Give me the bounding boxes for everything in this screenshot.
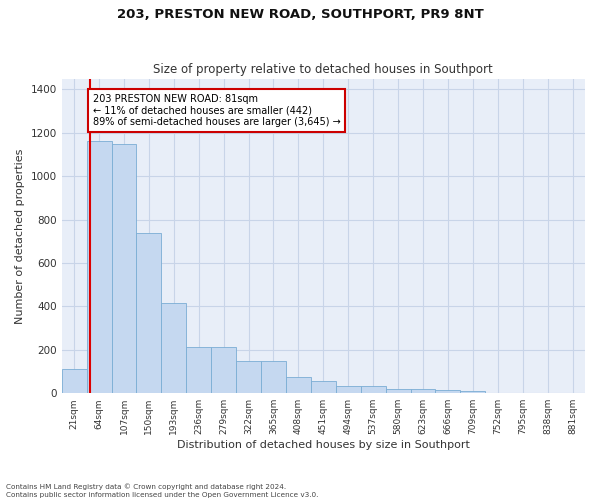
X-axis label: Distribution of detached houses by size in Southport: Distribution of detached houses by size … bbox=[177, 440, 470, 450]
Text: Contains HM Land Registry data © Crown copyright and database right 2024.
Contai: Contains HM Land Registry data © Crown c… bbox=[6, 484, 319, 498]
Bar bbox=[436, 390, 460, 393]
Bar bbox=[86, 141, 112, 393]
Bar bbox=[112, 144, 136, 393]
Bar bbox=[460, 391, 485, 393]
Bar bbox=[361, 386, 386, 393]
Bar bbox=[136, 234, 161, 393]
Bar bbox=[410, 389, 436, 393]
Bar bbox=[186, 346, 211, 393]
Title: Size of property relative to detached houses in Southport: Size of property relative to detached ho… bbox=[154, 63, 493, 76]
Bar bbox=[62, 368, 86, 393]
Bar bbox=[286, 377, 311, 393]
Bar bbox=[211, 346, 236, 393]
Bar bbox=[261, 360, 286, 393]
Bar bbox=[161, 303, 186, 393]
Text: 203, PRESTON NEW ROAD, SOUTHPORT, PR9 8NT: 203, PRESTON NEW ROAD, SOUTHPORT, PR9 8N… bbox=[116, 8, 484, 20]
Bar bbox=[311, 382, 336, 393]
Bar bbox=[236, 360, 261, 393]
Bar bbox=[336, 386, 361, 393]
Text: 203 PRESTON NEW ROAD: 81sqm
← 11% of detached houses are smaller (442)
89% of se: 203 PRESTON NEW ROAD: 81sqm ← 11% of det… bbox=[93, 94, 341, 127]
Bar bbox=[386, 389, 410, 393]
Y-axis label: Number of detached properties: Number of detached properties bbox=[15, 148, 25, 324]
